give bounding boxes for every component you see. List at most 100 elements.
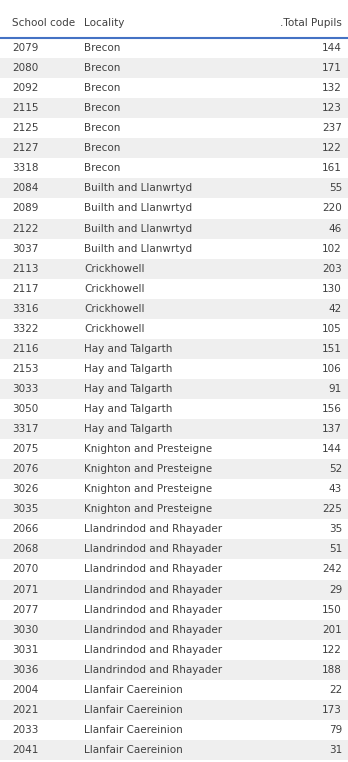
Bar	[0, 660, 348, 680]
Text: Hay and Talgarth: Hay and Talgarth	[84, 404, 172, 414]
Text: Brecon: Brecon	[84, 123, 120, 133]
Text: Crickhowell: Crickhowell	[84, 264, 144, 274]
Text: 171: 171	[322, 63, 342, 73]
Text: 173: 173	[322, 705, 342, 715]
Text: Llandrindod and Rhayader: Llandrindod and Rhayader	[84, 565, 222, 575]
Text: Llandrindod and Rhayader: Llandrindod and Rhayader	[84, 645, 222, 655]
Text: 51: 51	[329, 544, 342, 555]
Bar	[0, 299, 348, 319]
Text: .Total Pupils: .Total Pupils	[280, 18, 342, 28]
Text: Brecon: Brecon	[84, 163, 120, 174]
Text: 2076: 2076	[12, 464, 38, 474]
Text: 2066: 2066	[12, 524, 38, 534]
Text: Llandrindod and Rhayader: Llandrindod and Rhayader	[84, 584, 222, 594]
Text: 130: 130	[322, 283, 342, 293]
Bar	[0, 58, 348, 78]
Bar	[0, 520, 348, 539]
Text: Hay and Talgarth: Hay and Talgarth	[84, 424, 172, 434]
Text: 150: 150	[322, 604, 342, 615]
Text: 225: 225	[322, 504, 342, 514]
Text: 161: 161	[322, 163, 342, 174]
Bar	[0, 138, 348, 158]
Text: Llanfair Caereinion: Llanfair Caereinion	[84, 725, 183, 735]
Text: 29: 29	[329, 584, 342, 594]
Bar	[0, 479, 348, 499]
Bar	[0, 680, 348, 700]
Text: 2115: 2115	[12, 103, 39, 114]
Text: 2127: 2127	[12, 143, 39, 153]
Text: 144: 144	[322, 43, 342, 53]
Text: 3322: 3322	[12, 324, 39, 334]
Bar	[0, 98, 348, 118]
Text: Knighton and Presteigne: Knighton and Presteigne	[84, 464, 212, 474]
Text: Builth and Llanwrtyd: Builth and Llanwrtyd	[84, 223, 192, 233]
Text: Builth and Llanwrtyd: Builth and Llanwrtyd	[84, 244, 192, 254]
Text: 2084: 2084	[12, 184, 38, 194]
Text: 203: 203	[322, 264, 342, 274]
Text: Brecon: Brecon	[84, 103, 120, 114]
Text: 3318: 3318	[12, 163, 39, 174]
Text: 132: 132	[322, 83, 342, 93]
Text: 3031: 3031	[12, 645, 38, 655]
Bar	[0, 359, 348, 379]
Text: 3035: 3035	[12, 504, 38, 514]
Text: 3036: 3036	[12, 664, 38, 674]
Text: 2070: 2070	[12, 565, 38, 575]
Text: 2033: 2033	[12, 725, 38, 735]
Bar	[0, 620, 348, 639]
Bar	[0, 539, 348, 559]
Text: 122: 122	[322, 645, 342, 655]
Text: Hay and Talgarth: Hay and Talgarth	[84, 344, 172, 354]
Text: 55: 55	[329, 184, 342, 194]
Text: 3316: 3316	[12, 304, 39, 314]
Text: 156: 156	[322, 404, 342, 414]
Text: 42: 42	[329, 304, 342, 314]
Text: Builth and Llanwrtyd: Builth and Llanwrtyd	[84, 184, 192, 194]
Text: 31: 31	[329, 745, 342, 755]
Bar	[0, 258, 348, 279]
Text: 123: 123	[322, 103, 342, 114]
Bar	[0, 740, 348, 760]
Bar	[0, 379, 348, 399]
Text: Llandrindod and Rhayader: Llandrindod and Rhayader	[84, 524, 222, 534]
Text: 2004: 2004	[12, 685, 38, 695]
Text: Crickhowell: Crickhowell	[84, 324, 144, 334]
Text: 2125: 2125	[12, 123, 39, 133]
Text: 151: 151	[322, 344, 342, 354]
Text: 220: 220	[322, 203, 342, 213]
Bar	[0, 459, 348, 479]
Text: 102: 102	[322, 244, 342, 254]
Text: 91: 91	[329, 384, 342, 394]
Text: Brecon: Brecon	[84, 83, 120, 93]
Bar	[0, 419, 348, 439]
Text: Llanfair Caereinion: Llanfair Caereinion	[84, 705, 183, 715]
Text: 2116: 2116	[12, 344, 39, 354]
Text: Brecon: Brecon	[84, 43, 120, 53]
Text: Brecon: Brecon	[84, 143, 120, 153]
Text: 2068: 2068	[12, 544, 38, 555]
Bar	[0, 339, 348, 359]
Text: Llandrindod and Rhayader: Llandrindod and Rhayader	[84, 604, 222, 615]
Text: Llanfair Caereinion: Llanfair Caereinion	[84, 685, 183, 695]
Text: 46: 46	[329, 223, 342, 233]
Text: 2113: 2113	[12, 264, 39, 274]
Text: 2077: 2077	[12, 604, 38, 615]
Bar	[0, 600, 348, 620]
Text: 201: 201	[322, 625, 342, 635]
Text: 2041: 2041	[12, 745, 38, 755]
Text: 3030: 3030	[12, 625, 38, 635]
Bar	[0, 639, 348, 660]
Text: 52: 52	[329, 464, 342, 474]
Bar	[0, 78, 348, 98]
Bar	[0, 198, 348, 219]
Text: 2080: 2080	[12, 63, 38, 73]
Text: Brecon: Brecon	[84, 63, 120, 73]
Text: 2117: 2117	[12, 283, 39, 293]
Text: 137: 137	[322, 424, 342, 434]
Text: 3050: 3050	[12, 404, 38, 414]
Text: Llanfair Caereinion: Llanfair Caereinion	[84, 745, 183, 755]
Text: Crickhowell: Crickhowell	[84, 283, 144, 293]
Text: 2075: 2075	[12, 444, 38, 454]
Text: 144: 144	[322, 444, 342, 454]
Bar	[0, 700, 348, 720]
